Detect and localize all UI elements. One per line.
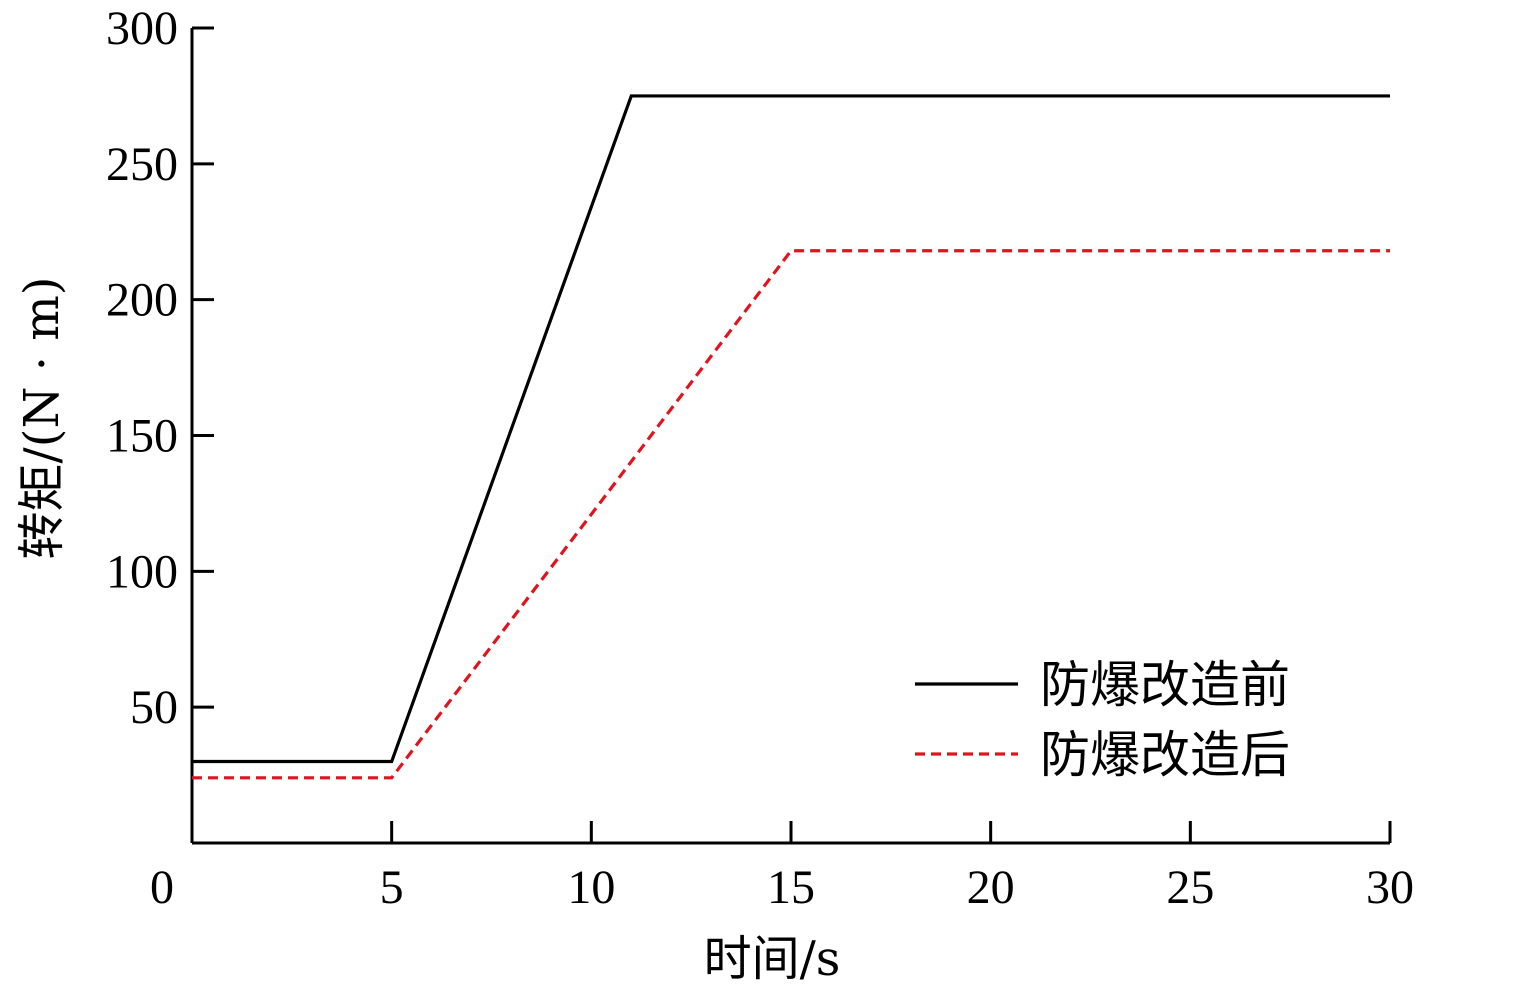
x-tick-label: 10 bbox=[567, 861, 615, 914]
y-axis-title: 转矩/(N · m) bbox=[14, 277, 70, 560]
x-tick-label: 20 bbox=[967, 861, 1015, 914]
axes: 0 5 10 15 20 25 30 50 100 150 200 250 300 bbox=[106, 2, 1414, 914]
x-tick-label: 30 bbox=[1366, 861, 1414, 914]
y-tick-label: 150 bbox=[106, 410, 178, 463]
y-tick-label: 50 bbox=[130, 681, 178, 734]
x-tick-label: 15 bbox=[767, 861, 815, 914]
x-axis-title: 时间/s bbox=[704, 931, 841, 987]
y-tick-label: 300 bbox=[106, 2, 178, 55]
y-tick-label: 100 bbox=[106, 545, 178, 598]
x-tick-label: 0 bbox=[150, 861, 174, 914]
series-layer bbox=[192, 94, 1390, 780]
legend-label-2: 防爆改造后 bbox=[1040, 726, 1290, 784]
series-line-2 bbox=[192, 249, 1390, 780]
x-tick-label: 25 bbox=[1166, 861, 1214, 914]
y-tick-label: 200 bbox=[106, 274, 178, 327]
x-tick-label: 5 bbox=[380, 861, 404, 914]
y-tick-label: 250 bbox=[106, 138, 178, 191]
series-line-1 bbox=[192, 94, 1390, 764]
legend-label-1: 防爆改造前 bbox=[1040, 656, 1290, 714]
